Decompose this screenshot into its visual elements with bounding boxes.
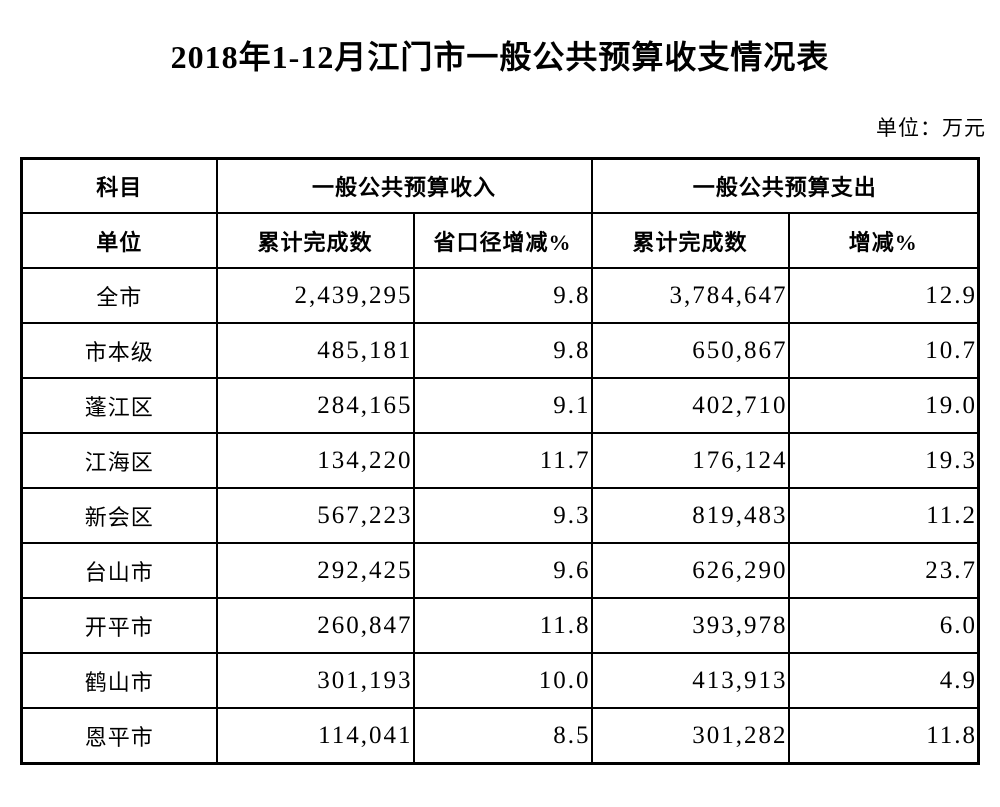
cell-income-change: 9.8 xyxy=(412,267,593,324)
cell-income-total: 567,223 xyxy=(215,487,415,544)
cell-expense-total: 626,290 xyxy=(590,542,790,599)
cell-income-change: 11.8 xyxy=(412,597,593,654)
cell-income-total: 134,220 xyxy=(215,432,415,489)
header-expense-change: 增减% xyxy=(787,212,980,269)
cell-expense-change: 11.8 xyxy=(787,707,980,765)
cell-income-total: 114,041 xyxy=(215,707,415,765)
budget-table: 科目 一般公共预算收入 一般公共预算支出 单位 累计完成数 省口径增减% 累计完… xyxy=(20,157,981,765)
cell-region: 台山市 xyxy=(20,542,218,599)
cell-region: 开平市 xyxy=(20,597,218,654)
cell-expense-total: 413,913 xyxy=(590,652,790,709)
header-expense-group: 一般公共预算支出 xyxy=(590,157,980,214)
cell-region: 恩平市 xyxy=(20,707,218,765)
header-income-group: 一般公共预算收入 xyxy=(215,157,593,214)
cell-region: 全市 xyxy=(20,267,218,324)
cell-expense-total: 393,978 xyxy=(590,597,790,654)
cell-income-total: 292,425 xyxy=(215,542,415,599)
table-row: 江海区 134,220 11.7 176,124 19.3 xyxy=(20,432,980,489)
header-income-total: 累计完成数 xyxy=(215,212,415,269)
cell-income-change: 11.7 xyxy=(412,432,593,489)
cell-expense-total: 402,710 xyxy=(590,377,790,434)
header-row-groups: 科目 一般公共预算收入 一般公共预算支出 xyxy=(20,157,980,214)
cell-expense-total: 650,867 xyxy=(590,322,790,379)
table-row: 鹤山市 301,193 10.0 413,913 4.9 xyxy=(20,652,980,709)
cell-expense-total: 176,124 xyxy=(590,432,790,489)
cell-region: 蓬江区 xyxy=(20,377,218,434)
table-row: 台山市 292,425 9.6 626,290 23.7 xyxy=(20,542,980,599)
table-row: 市本级 485,181 9.8 650,867 10.7 xyxy=(20,322,980,379)
cell-income-total: 301,193 xyxy=(215,652,415,709)
cell-income-change: 9.3 xyxy=(412,487,593,544)
cell-income-change: 9.6 xyxy=(412,542,593,599)
cell-income-total: 284,165 xyxy=(215,377,415,434)
cell-income-change: 9.1 xyxy=(412,377,593,434)
cell-region: 鹤山市 xyxy=(20,652,218,709)
cell-income-total: 485,181 xyxy=(215,322,415,379)
page-title: 2018年1-12月江门市一般公共预算收支情况表 xyxy=(170,39,830,75)
cell-expense-change: 10.7 xyxy=(787,322,980,379)
header-subject: 科目 xyxy=(20,157,218,214)
cell-expense-change: 6.0 xyxy=(787,597,980,654)
cell-expense-change: 11.2 xyxy=(787,487,980,544)
header-income-change: 省口径增减% xyxy=(412,212,593,269)
unit-note: 单位：万元 xyxy=(876,116,986,140)
cell-region: 市本级 xyxy=(20,322,218,379)
cell-expense-total: 301,282 xyxy=(590,707,790,765)
cell-expense-change: 12.9 xyxy=(787,267,980,324)
header-unit: 单位 xyxy=(20,212,218,269)
cell-income-change: 8.5 xyxy=(412,707,593,765)
cell-expense-change: 23.7 xyxy=(787,542,980,599)
cell-income-change: 10.0 xyxy=(412,652,593,709)
cell-expense-total: 3,784,647 xyxy=(590,267,790,324)
cell-expense-change: 4.9 xyxy=(787,652,980,709)
cell-expense-change: 19.3 xyxy=(787,432,980,489)
cell-expense-change: 19.0 xyxy=(787,377,980,434)
cell-region: 新会区 xyxy=(20,487,218,544)
cell-income-change: 9.8 xyxy=(412,322,593,379)
header-expense-total: 累计完成数 xyxy=(590,212,790,269)
table-row: 恩平市 114,041 8.5 301,282 11.8 xyxy=(20,707,980,765)
cell-income-total: 2,439,295 xyxy=(215,267,415,324)
cell-expense-total: 819,483 xyxy=(590,487,790,544)
table-row: 新会区 567,223 9.3 819,483 11.2 xyxy=(20,487,980,544)
table-row: 全市 2,439,295 9.8 3,784,647 12.9 xyxy=(20,267,980,324)
table-row: 开平市 260,847 11.8 393,978 6.0 xyxy=(20,597,980,654)
header-row-columns: 单位 累计完成数 省口径增减% 累计完成数 增减% xyxy=(20,212,980,269)
cell-income-total: 260,847 xyxy=(215,597,415,654)
table-row: 蓬江区 284,165 9.1 402,710 19.0 xyxy=(20,377,980,434)
cell-region: 江海区 xyxy=(20,432,218,489)
